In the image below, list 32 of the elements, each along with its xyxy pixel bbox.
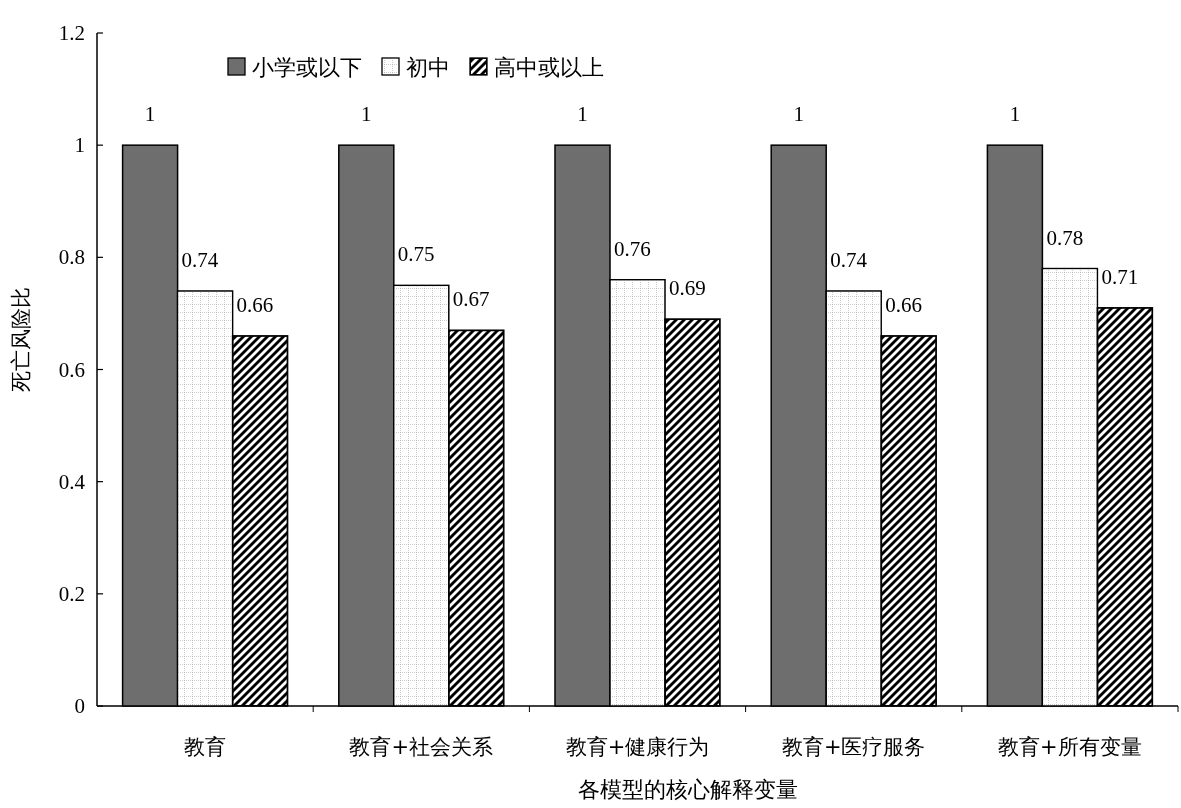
x-tick-label: 教育+社会关系 — [349, 735, 494, 759]
x-tick-label: 教育+健康行为 — [565, 735, 710, 759]
data-label: 0.66 — [885, 292, 922, 317]
data-label: 0.71 — [1101, 264, 1139, 289]
data-label: 0.69 — [669, 276, 706, 301]
data-label: 1 — [577, 102, 588, 127]
y-tick-label: 0.8 — [58, 245, 85, 270]
x-tick-label: 教育+医疗服务 — [781, 735, 926, 759]
data-label: 0.78 — [1046, 225, 1084, 250]
y-tick-label: 0.2 — [58, 581, 85, 606]
data-label: 1 — [793, 102, 804, 127]
legend-label: 高中或以上 — [494, 55, 604, 80]
data-label: 1 — [1009, 102, 1021, 127]
y-tick-label: 1 — [74, 133, 85, 158]
legend-label: 小学或以下 — [252, 55, 362, 80]
y-tick-label: 0.4 — [58, 469, 86, 494]
x-tick-label: 教育+所有变量 — [998, 735, 1142, 759]
legend-label: 初中 — [406, 55, 450, 80]
y-axis-title: 死亡风险比 — [9, 287, 33, 392]
x-axis-title: 各模型的核心解释变量 — [577, 777, 798, 802]
data-label: 1 — [144, 102, 156, 127]
data-label: 0.67 — [452, 287, 490, 312]
data-label: 0.74 — [830, 247, 868, 272]
y-tick-label: 1.2 — [58, 21, 85, 45]
data-label: 0.74 — [181, 247, 219, 272]
data-label: 1 — [361, 102, 372, 127]
x-tick-label: 教育 — [184, 735, 227, 759]
data-label: 0.66 — [236, 292, 274, 317]
data-label: 0.75 — [397, 242, 435, 267]
data-label: 0.76 — [614, 236, 651, 261]
y-tick-label: 0.6 — [58, 357, 85, 382]
y-tick-label: 0 — [74, 694, 85, 718]
